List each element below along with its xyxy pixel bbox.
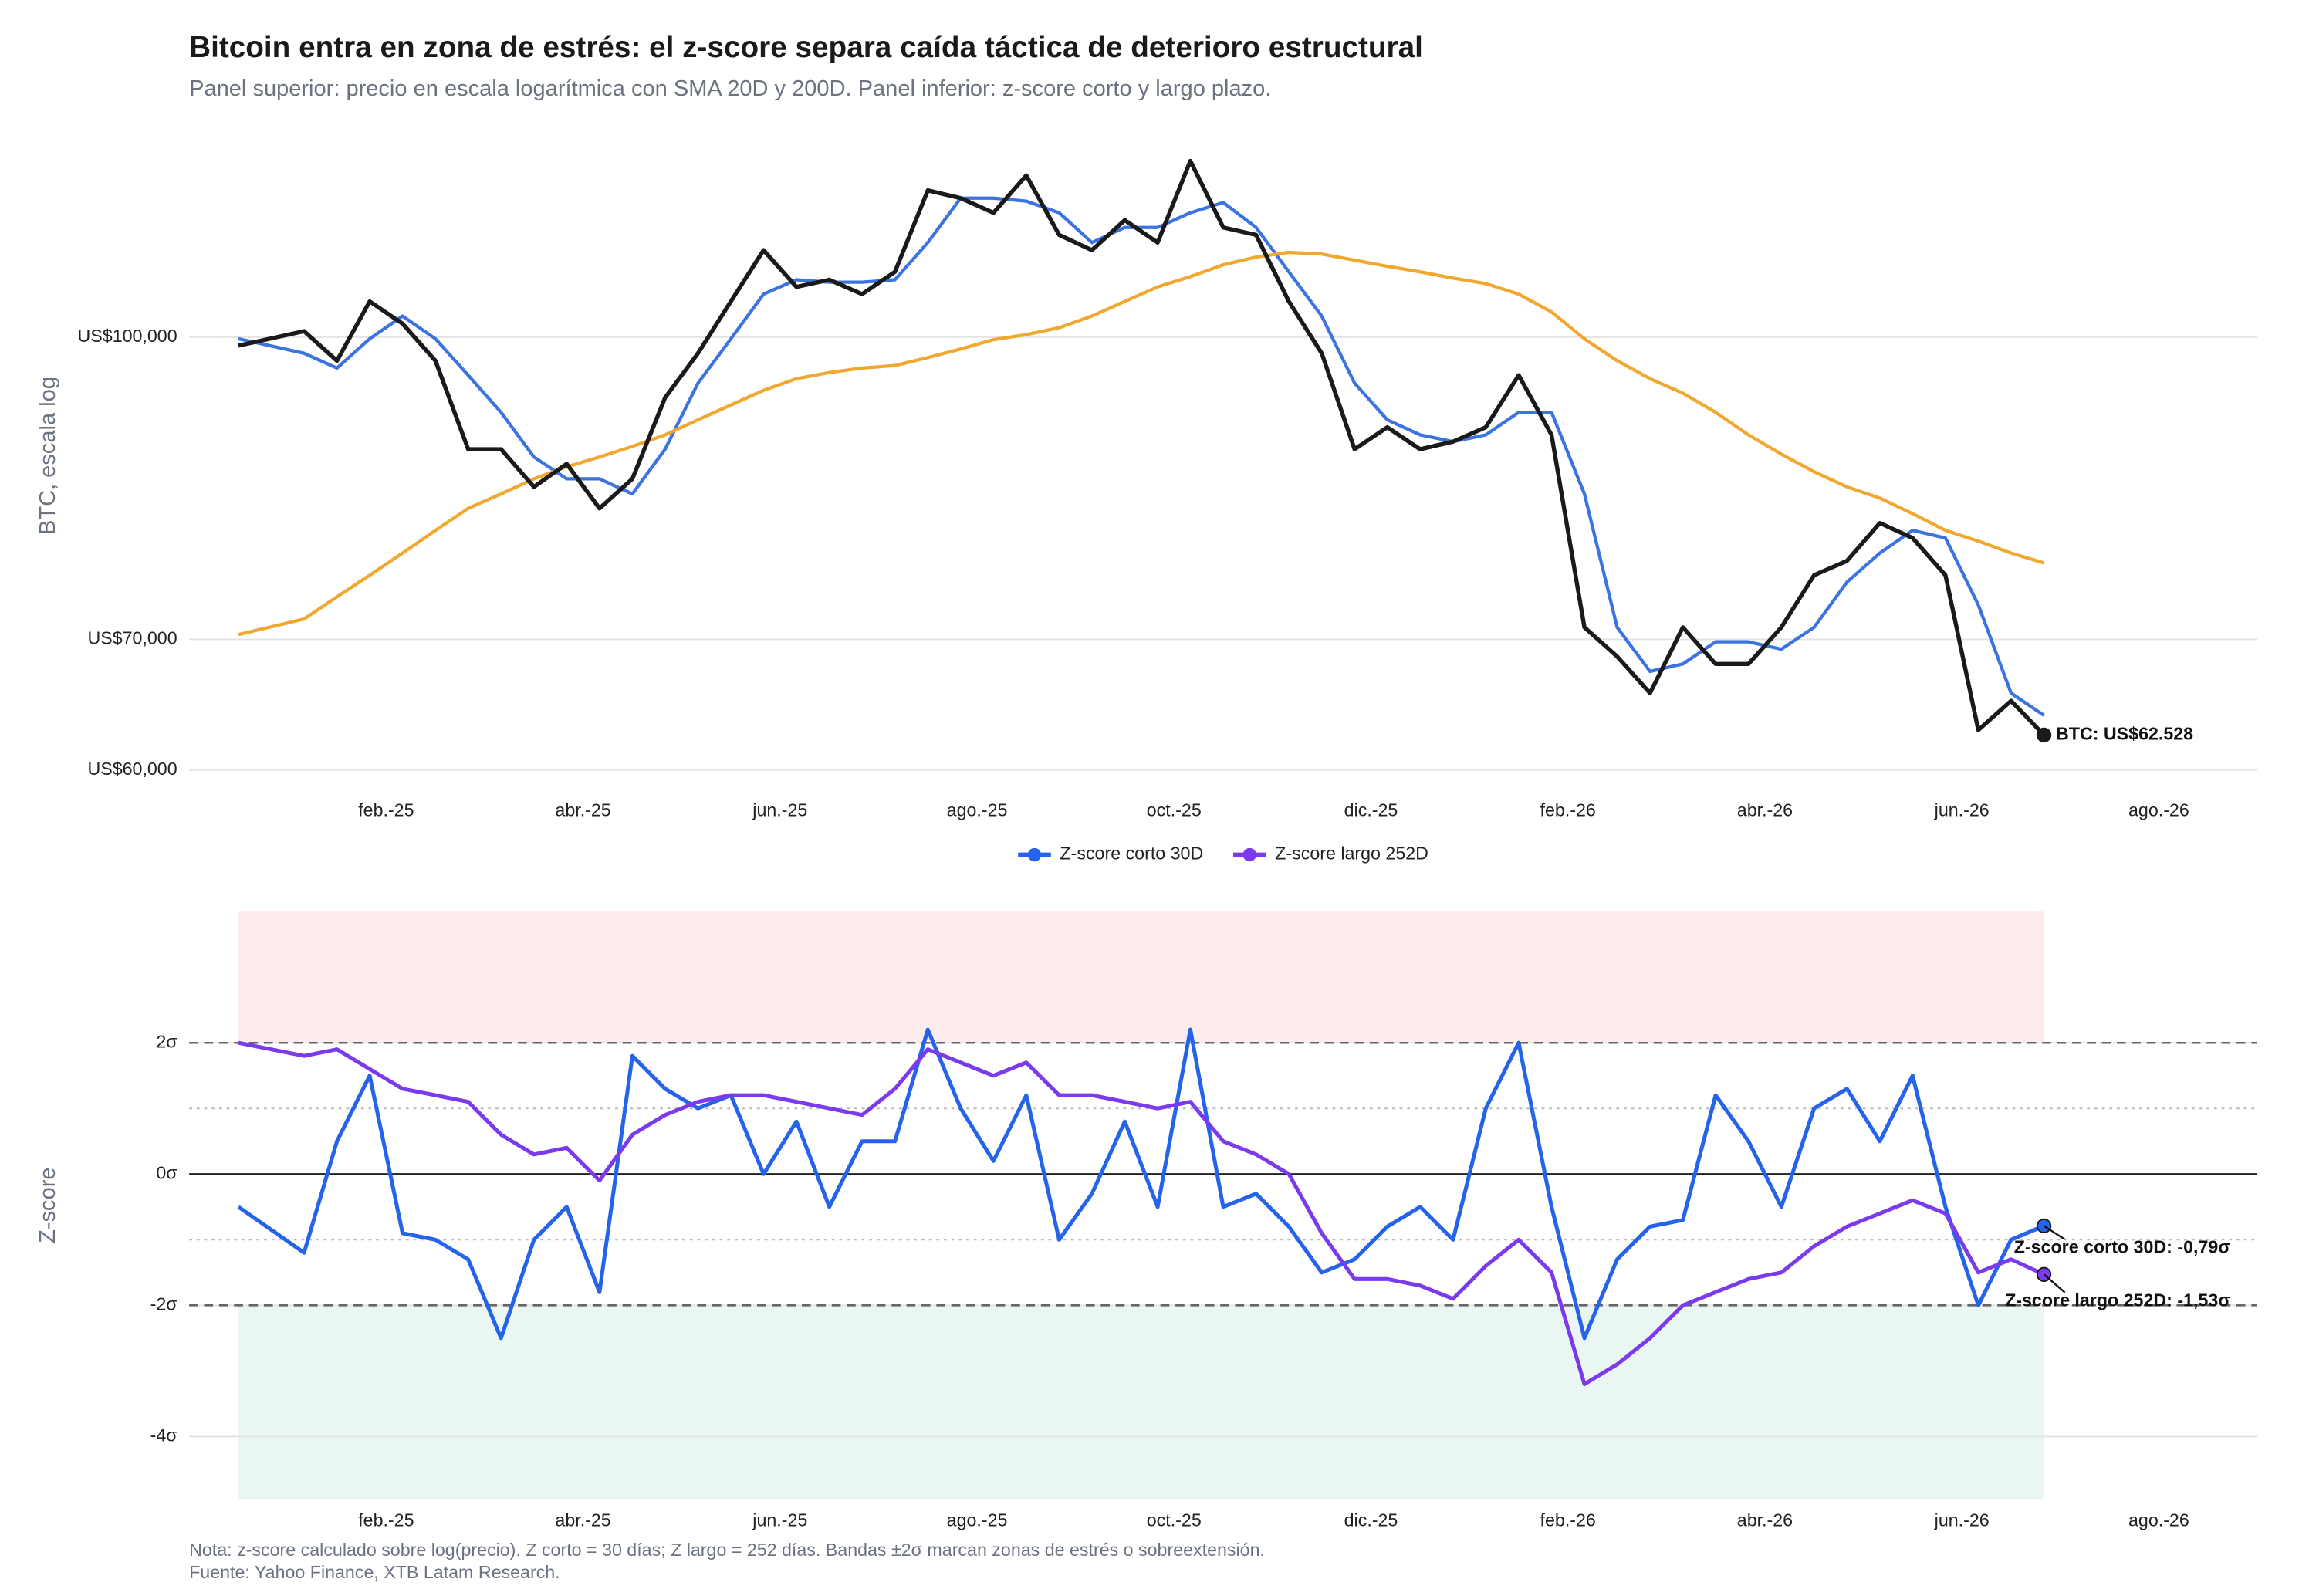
series-line — [238, 1040, 2045, 1386]
x-tick-label: abr.-25 — [555, 1510, 610, 1530]
legend-marker — [1027, 847, 1042, 862]
x-tick-label: ago.-26 — [2128, 800, 2189, 820]
x-tick-label: ago.-26 — [2128, 1510, 2189, 1530]
x-tick-label: jun.-25 — [752, 1510, 807, 1530]
y-tick-label: -4σ — [150, 1425, 177, 1446]
source: Fuente: Yahoo Finance, XTB Latam Researc… — [189, 1562, 560, 1582]
y-tick-label: 0σ — [156, 1162, 177, 1182]
y-axis-title: BTC, escala log — [35, 377, 60, 535]
x-tick-label: jun.-25 — [752, 800, 807, 820]
annotation-leader — [2043, 1225, 2066, 1240]
end-point — [2036, 727, 2052, 743]
x-tick-label: ago.-25 — [947, 800, 1008, 820]
x-tick-label: dic.-25 — [1344, 1510, 1398, 1530]
y-axis-title: Z-score — [35, 1167, 60, 1243]
y-tick-label: -2σ — [150, 1293, 177, 1314]
x-tick-label: jun.-26 — [1934, 800, 1990, 820]
legend-label: Z-score largo 252D — [1275, 844, 1428, 864]
chart-subtitle: Panel superior: precio en escala logarít… — [189, 76, 1271, 101]
y-tick-label: US$60,000 — [87, 759, 177, 779]
x-tick-label: feb.-26 — [1540, 1510, 1596, 1530]
x-tick-label: feb.-25 — [358, 800, 414, 820]
band — [238, 911, 2044, 1043]
x-tick-label: dic.-25 — [1344, 800, 1398, 820]
footnote: Nota: z-score calculado sobre log(precio… — [189, 1540, 1265, 1560]
legend: Z-score corto 30D Z-score largo 252D — [1018, 844, 1428, 864]
legend-marker — [1242, 847, 1256, 862]
series-line — [238, 158, 2046, 737]
y-tick-label: US$70,000 — [87, 628, 177, 648]
x-tick-label: abr.-25 — [555, 800, 610, 820]
x-tick-label: feb.-26 — [1540, 800, 1596, 820]
legend-label: Z-score corto 30D — [1060, 844, 1203, 864]
annotation: Z-score corto 30D: -0,79σ — [2014, 1237, 2231, 1257]
series-line — [238, 250, 2045, 637]
x-tick-label: abr.-26 — [1737, 1510, 1793, 1530]
y-tick-label: 2σ — [156, 1031, 177, 1051]
x-tick-label: feb.-25 — [358, 1510, 414, 1530]
series-line — [237, 1027, 2045, 1341]
annotation: Z-score largo 252D: -1,53σ — [2005, 1290, 2230, 1310]
annotation-leader — [2043, 1273, 2066, 1293]
y-tick-label: US$100,000 — [78, 326, 177, 346]
x-tick-label: oct.-25 — [1147, 800, 1202, 820]
x-tick-label: oct.-25 — [1147, 1510, 1202, 1530]
series-line — [238, 196, 2045, 717]
x-tick-label: jun.-26 — [1934, 1510, 1990, 1530]
x-tick-label: ago.-25 — [947, 1510, 1008, 1530]
band — [238, 1305, 2044, 1500]
annotation: BTC: US$62.528 — [2056, 724, 2193, 744]
x-tick-label: abr.-26 — [1737, 800, 1793, 820]
chart-title: Bitcoin entra en zona de estrés: el z-sc… — [189, 31, 1423, 64]
